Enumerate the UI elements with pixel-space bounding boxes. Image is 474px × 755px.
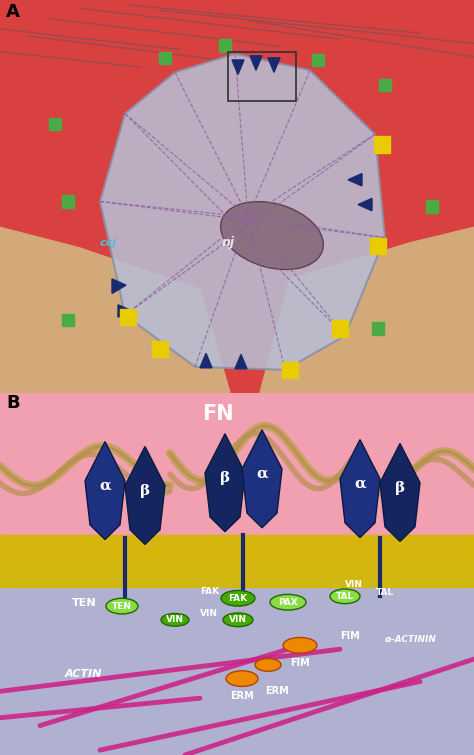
Polygon shape (112, 279, 126, 294)
Text: VIN: VIN (229, 615, 247, 624)
Ellipse shape (283, 637, 317, 653)
Polygon shape (232, 60, 244, 75)
Bar (426, 200, 438, 213)
Bar (0, 535, 474, 551)
Bar (228, 51, 296, 101)
Bar (152, 341, 168, 357)
Text: α: α (354, 476, 366, 491)
Polygon shape (100, 54, 385, 370)
Text: α: α (99, 479, 111, 493)
Ellipse shape (270, 594, 306, 610)
Polygon shape (85, 442, 125, 540)
Ellipse shape (223, 613, 253, 627)
Polygon shape (268, 58, 280, 72)
Bar (379, 79, 391, 91)
Bar (159, 51, 171, 64)
Text: FIM: FIM (340, 631, 360, 642)
Polygon shape (200, 353, 212, 368)
Text: α: α (256, 467, 268, 481)
Text: FIM: FIM (290, 658, 310, 668)
Text: TAL: TAL (336, 592, 354, 601)
Polygon shape (260, 227, 474, 393)
Bar (0, 552, 474, 569)
Polygon shape (348, 174, 362, 186)
Ellipse shape (221, 202, 323, 270)
Text: VIN: VIN (166, 615, 184, 624)
Ellipse shape (255, 658, 281, 671)
Text: VIN: VIN (345, 580, 363, 589)
Text: TEN: TEN (112, 602, 132, 611)
Text: β: β (395, 481, 405, 495)
Text: FAK: FAK (200, 587, 219, 596)
Text: β: β (140, 483, 150, 498)
Text: TAL: TAL (376, 588, 394, 597)
Text: B: B (6, 394, 19, 412)
Text: α–ACTININ: α–ACTININ (385, 636, 437, 644)
Bar (282, 362, 298, 378)
Bar (332, 320, 348, 337)
Text: VIN: VIN (200, 609, 218, 618)
Polygon shape (118, 305, 132, 317)
Bar (372, 322, 384, 334)
Text: β: β (220, 471, 230, 485)
Text: ERM: ERM (230, 692, 254, 701)
Polygon shape (358, 199, 372, 211)
Text: nj: nj (222, 236, 235, 249)
Polygon shape (0, 227, 230, 393)
Text: ACTIN: ACTIN (65, 669, 102, 679)
Polygon shape (250, 56, 262, 70)
Text: FN: FN (202, 404, 234, 424)
Bar (370, 238, 386, 254)
Bar (0, 570, 474, 587)
Text: ccj: ccj (100, 238, 117, 248)
Ellipse shape (161, 614, 189, 626)
Text: ERM: ERM (265, 686, 289, 696)
Bar (374, 137, 390, 153)
Bar (219, 39, 231, 51)
Bar (0, 393, 474, 564)
Ellipse shape (330, 589, 360, 604)
Bar (49, 118, 61, 130)
Text: A: A (6, 2, 20, 20)
Bar (62, 196, 74, 208)
Polygon shape (340, 439, 380, 538)
Text: FAK: FAK (228, 593, 247, 602)
Text: PAX: PAX (278, 598, 298, 607)
Polygon shape (205, 433, 245, 532)
Bar (120, 309, 136, 325)
Bar (0, 564, 474, 755)
Ellipse shape (226, 670, 258, 686)
Bar (312, 54, 324, 66)
Bar (62, 314, 74, 326)
Polygon shape (242, 430, 282, 528)
Text: TEN: TEN (72, 598, 97, 608)
Ellipse shape (221, 590, 255, 606)
Polygon shape (235, 354, 247, 369)
Polygon shape (125, 446, 165, 544)
Ellipse shape (106, 598, 138, 614)
Polygon shape (380, 443, 420, 541)
